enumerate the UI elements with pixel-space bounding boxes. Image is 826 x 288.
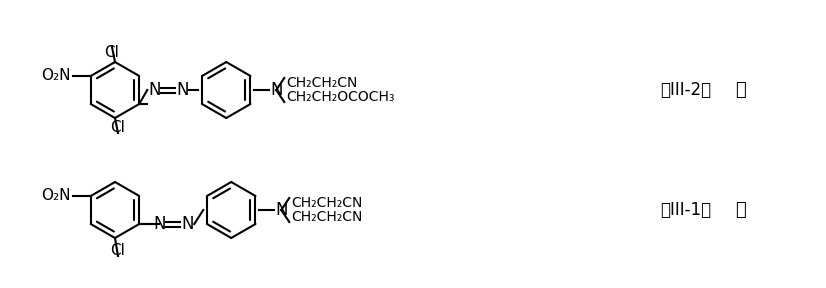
Text: CH₂CH₂CN: CH₂CH₂CN bbox=[287, 76, 358, 90]
Text: O₂N: O₂N bbox=[41, 69, 71, 84]
Text: N: N bbox=[275, 201, 287, 219]
Text: Cl: Cl bbox=[111, 243, 126, 258]
Text: N: N bbox=[270, 81, 282, 99]
Text: CH₂CH₂OCOCH₃: CH₂CH₂OCOCH₃ bbox=[287, 90, 395, 104]
Text: N: N bbox=[176, 81, 188, 99]
Text: CH₂CH₂CN: CH₂CH₂CN bbox=[292, 196, 363, 210]
Text: （III-1）: （III-1） bbox=[660, 201, 711, 219]
Text: ，: ， bbox=[735, 201, 746, 219]
Text: N: N bbox=[148, 81, 160, 99]
Text: Cl: Cl bbox=[111, 120, 126, 135]
Text: N: N bbox=[153, 215, 165, 233]
Text: O₂N: O₂N bbox=[41, 189, 71, 204]
Text: N: N bbox=[181, 215, 193, 233]
Text: ；: ； bbox=[735, 81, 746, 99]
Text: （III-2）: （III-2） bbox=[660, 81, 711, 99]
Text: Cl: Cl bbox=[105, 45, 120, 60]
Text: CH₂CH₂CN: CH₂CH₂CN bbox=[292, 210, 363, 224]
